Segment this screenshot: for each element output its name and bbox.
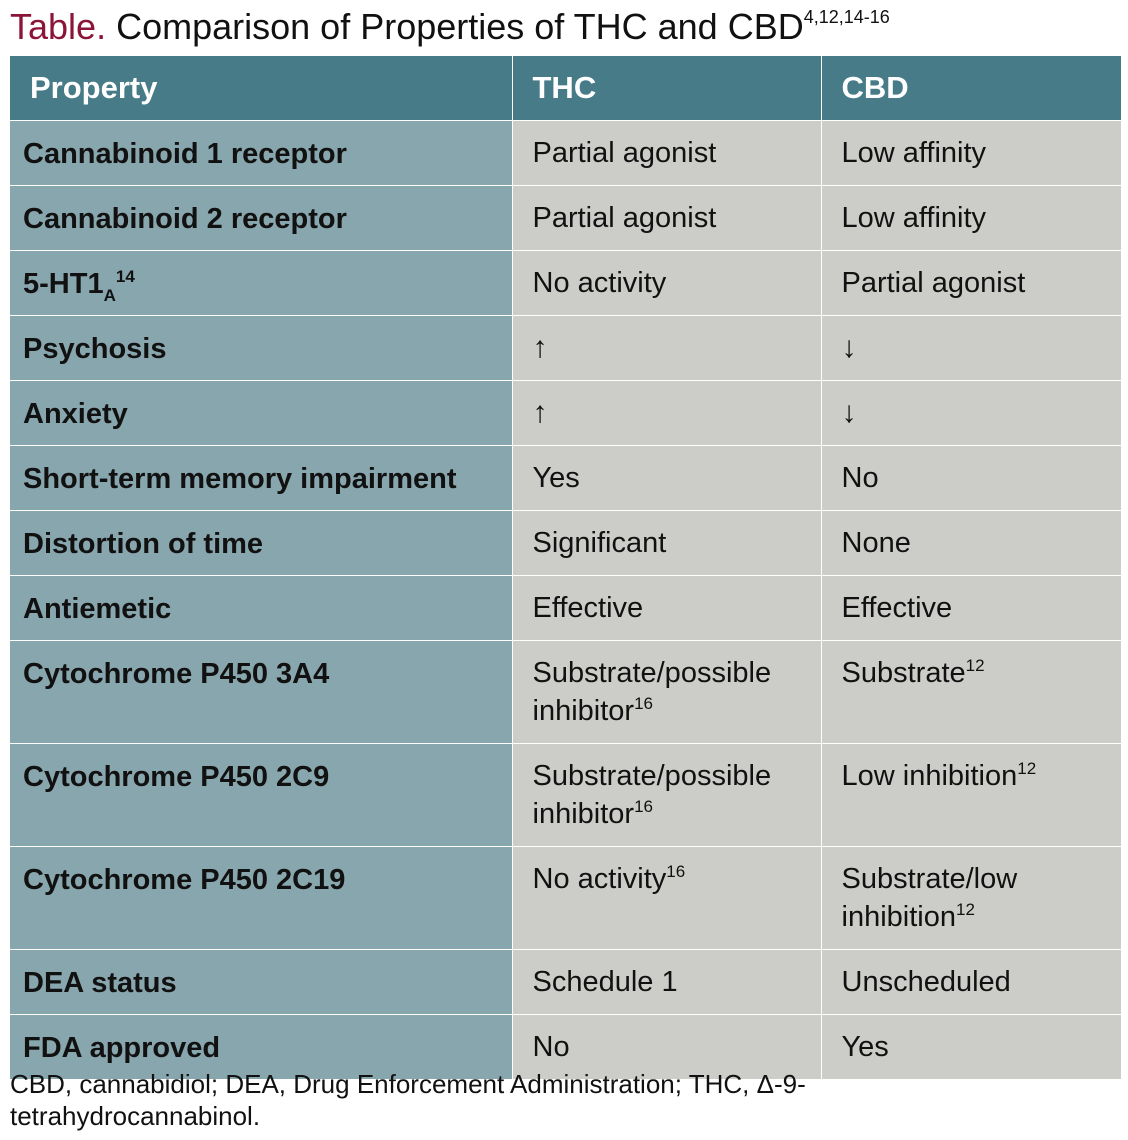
table-row: Cannabinoid 2 receptor Partial agonist L… xyxy=(10,185,1121,251)
property-cell: Cytochrome P450 3A4 xyxy=(10,640,513,744)
cbd-cell: Effective xyxy=(821,575,1121,641)
cbd-cell: No xyxy=(821,445,1121,511)
table-row: Cytochrome P450 3A4 Substrate/possible i… xyxy=(10,640,1121,744)
thc-reference: 16 xyxy=(666,862,686,881)
thc-cell: No xyxy=(512,1014,822,1079)
property-cell: Antiemetic xyxy=(10,575,513,641)
thc-cell: Effective xyxy=(512,575,822,641)
table-row: DEA status Schedule 1 Unscheduled xyxy=(10,949,1121,1015)
property-text: 5-HT1 xyxy=(23,268,104,300)
arrow-down-icon: ↓ xyxy=(841,331,857,364)
table-row: Cytochrome P450 2C9 Substrate/possible i… xyxy=(10,743,1121,847)
cbd-cell: Low inhibition12 xyxy=(821,743,1121,847)
property-cell: Anxiety xyxy=(10,380,513,446)
cbd-cell: Substrate/low inhibition12 xyxy=(821,846,1121,950)
comparison-table: Property THC CBD Cannabinoid 1 receptor … xyxy=(10,56,1121,1079)
header-property: Property xyxy=(10,56,513,121)
table-row: Distortion of time Significant None xyxy=(10,510,1121,576)
thc-cell: No activity16 xyxy=(512,846,822,950)
thc-cell: Partial agonist xyxy=(512,185,822,251)
thc-reference: 16 xyxy=(634,694,653,713)
cbd-value: Substrate xyxy=(841,657,966,689)
cbd-cell: Low affinity xyxy=(821,185,1121,251)
thc-reference: 16 xyxy=(634,797,653,816)
table-row: 5-HT1A14 No activity Partial agonist xyxy=(10,250,1121,316)
property-cell: Short-term memory impairment xyxy=(10,445,513,511)
arrow-up-icon: ↑ xyxy=(532,396,548,429)
cbd-cell: Unscheduled xyxy=(821,949,1121,1015)
thc-cell: Significant xyxy=(512,510,822,576)
property-cell: Cytochrome P450 2C19 xyxy=(10,846,513,950)
cbd-cell: ↓ xyxy=(821,315,1121,381)
cbd-reference: 12 xyxy=(965,656,985,675)
property-cell: DEA status xyxy=(10,949,513,1015)
cbd-reference: 12 xyxy=(1017,759,1037,778)
arrow-down-icon: ↓ xyxy=(841,396,857,429)
property-subscript: A xyxy=(103,286,116,305)
property-cell: 5-HT1A14 xyxy=(10,250,513,316)
property-cell: Distortion of time xyxy=(10,510,513,576)
thc-value: Substrate/possible inhibitor xyxy=(532,760,772,830)
thc-value: Substrate/possible inhibitor xyxy=(532,657,772,727)
table-row: Antiemetic Effective Effective xyxy=(10,575,1121,641)
property-cell: FDA approved xyxy=(10,1014,513,1079)
thc-cell: Schedule 1 xyxy=(512,949,822,1015)
cbd-cell: Low affinity xyxy=(821,120,1121,186)
thc-cell: Substrate/possible inhibitor16 xyxy=(512,640,822,744)
thc-cell: Substrate/possible inhibitor16 xyxy=(512,743,822,847)
cbd-cell: Partial agonist xyxy=(821,250,1121,316)
arrow-up-icon: ↑ xyxy=(532,331,548,364)
table-row: Cytochrome P450 2C19 No activity16 Subst… xyxy=(10,846,1121,950)
cbd-reference: 12 xyxy=(955,900,975,919)
thc-cell: Partial agonist xyxy=(512,120,822,186)
cbd-cell: Yes xyxy=(821,1014,1121,1079)
cbd-cell: None xyxy=(821,510,1121,576)
cbd-value: Substrate/low inhibition xyxy=(841,863,1018,933)
table-footnote: CBD, cannabidiol; DEA, Drug Enforcement … xyxy=(10,1069,806,1131)
cbd-value: Low inhibition xyxy=(841,760,1018,792)
table-label: Table. xyxy=(10,6,107,47)
thc-cell: No activity xyxy=(512,250,822,316)
title-references: 4,12,14-16 xyxy=(803,7,890,27)
table-row: FDA approved No Yes xyxy=(10,1014,1121,1079)
property-reference: 14 xyxy=(115,267,135,286)
table-title-text: Comparison of Properties of THC and CBD xyxy=(116,6,804,47)
property-cell: Cannabinoid 1 receptor xyxy=(10,120,513,186)
table-row: Psychosis ↑ ↓ xyxy=(10,315,1121,381)
property-cell: Cannabinoid 2 receptor xyxy=(10,185,513,251)
property-cell: Cytochrome P450 2C9 xyxy=(10,743,513,847)
thc-cell: Yes xyxy=(512,445,822,511)
table-title: Table. Comparison of Properties of THC a… xyxy=(10,2,890,52)
table-row: Short-term memory impairment Yes No xyxy=(10,445,1121,511)
property-cell: Psychosis xyxy=(10,315,513,381)
table-row: Cannabinoid 1 receptor Partial agonist L… xyxy=(10,120,1121,186)
header-thc: THC xyxy=(512,56,822,121)
cbd-cell: ↓ xyxy=(821,380,1121,446)
header-row: Property THC CBD xyxy=(10,56,1121,121)
cbd-cell: Substrate12 xyxy=(821,640,1121,744)
table-row: Anxiety ↑ ↓ xyxy=(10,380,1121,446)
thc-cell: ↑ xyxy=(512,380,822,446)
thc-value: No activity xyxy=(532,863,667,895)
thc-cell: ↑ xyxy=(512,315,822,381)
header-cbd: CBD xyxy=(821,56,1121,121)
